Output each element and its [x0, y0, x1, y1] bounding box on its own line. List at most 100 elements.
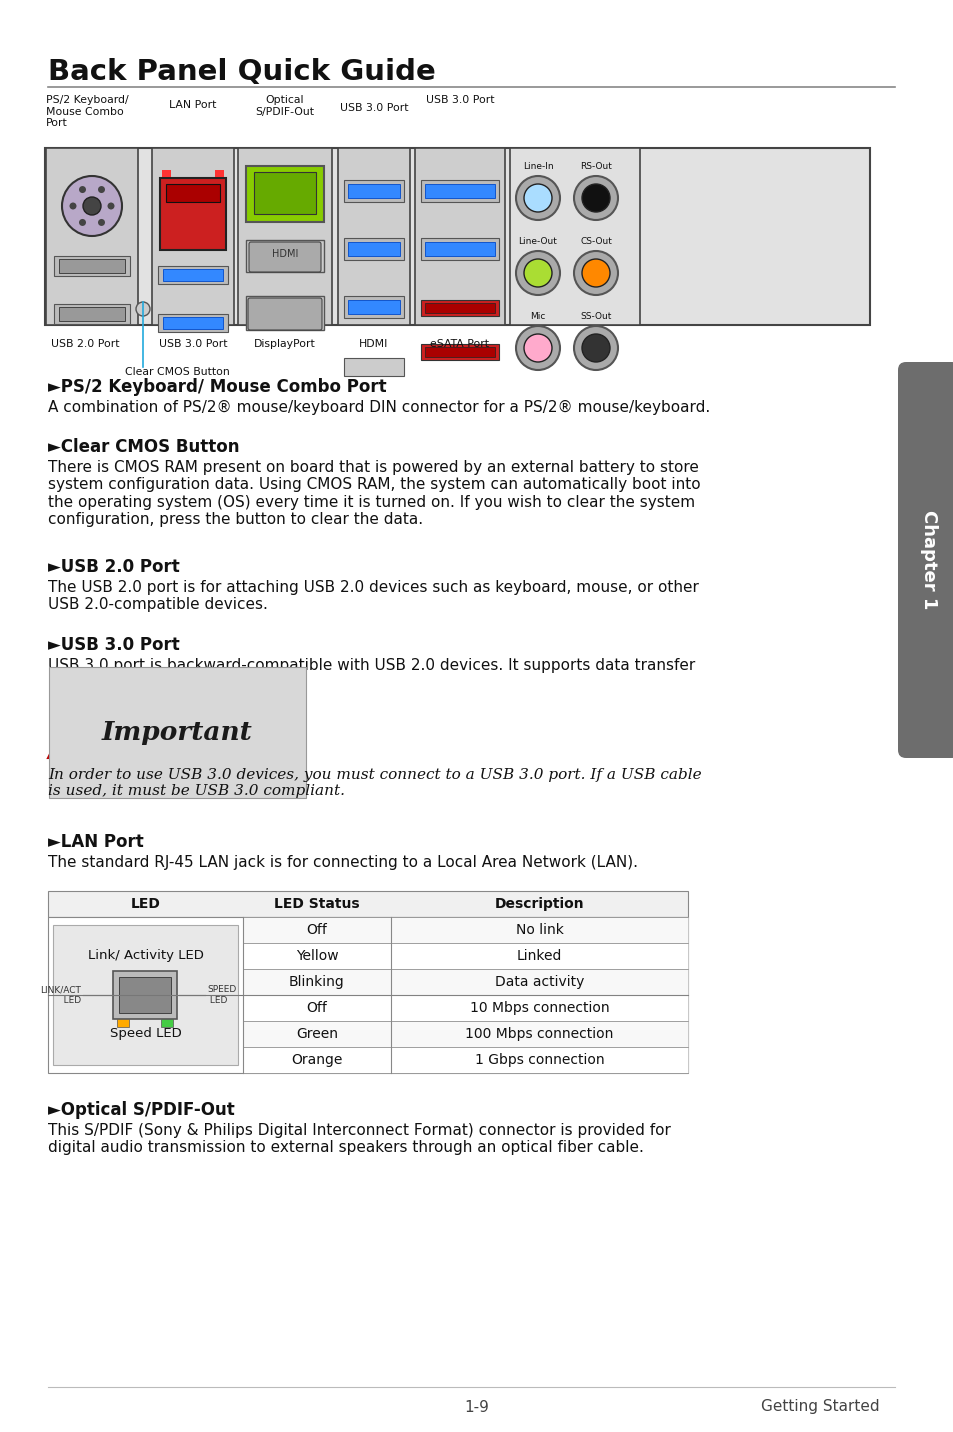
Bar [420, 180, 498, 202]
Bar [420, 238, 498, 261]
Text: CS-Out: CS-Out [579, 238, 611, 246]
Bar [119, 977, 172, 1012]
Bar [158, 266, 228, 284]
Text: Back Panel Quick Guide: Back Panel Quick Guide [48, 59, 436, 86]
Text: 1 Gbps connection: 1 Gbps connection [475, 1053, 603, 1067]
Circle shape [574, 176, 618, 221]
Polygon shape [48, 715, 91, 758]
Bar [243, 916, 687, 944]
Bar [424, 304, 495, 314]
Bar [424, 347, 495, 357]
Bar [344, 358, 403, 377]
Bar [243, 995, 687, 1021]
Bar [59, 306, 125, 321]
Bar [117, 1020, 130, 1027]
Bar [344, 296, 403, 318]
Text: Data activity: Data activity [495, 975, 583, 990]
Text: !: ! [64, 727, 75, 752]
Text: LINK/ACT
   LED: LINK/ACT LED [41, 985, 81, 1005]
Bar [348, 183, 399, 198]
Bar [163, 316, 223, 329]
Text: 1-9: 1-9 [464, 1399, 489, 1415]
Text: This S/PDIF (Sony & Philips Digital Interconnect Format) connector is provided f: This S/PDIF (Sony & Philips Digital Inte… [48, 1123, 670, 1156]
Text: Getting Started: Getting Started [760, 1399, 879, 1415]
Circle shape [516, 176, 559, 221]
Text: ►Optical S/PDIF-Out: ►Optical S/PDIF-Out [48, 1101, 234, 1118]
Text: DisplayPort: DisplayPort [253, 339, 315, 349]
Bar [46, 147, 138, 325]
Bar [424, 242, 495, 256]
Bar [246, 241, 324, 272]
Text: Line-Out: Line-Out [518, 238, 557, 246]
Circle shape [62, 176, 122, 236]
Text: Important: Important [102, 720, 253, 745]
Text: USB 2.0 Port: USB 2.0 Port [51, 339, 119, 349]
Bar [243, 969, 687, 995]
Circle shape [136, 302, 150, 316]
Bar [54, 256, 130, 276]
Circle shape [108, 202, 114, 209]
FancyBboxPatch shape [248, 298, 322, 329]
Bar [162, 170, 171, 178]
Bar [337, 147, 410, 325]
Text: Chapter 1: Chapter 1 [919, 510, 937, 610]
Text: SS-Out: SS-Out [579, 312, 611, 321]
Circle shape [581, 259, 609, 286]
Text: Yellow: Yellow [295, 949, 338, 962]
Text: ►PS/2 Keyboard/ Mouse Combo Port: ►PS/2 Keyboard/ Mouse Combo Port [48, 378, 386, 397]
Circle shape [523, 183, 552, 212]
Text: Linked: Linked [517, 949, 561, 962]
Bar [152, 147, 233, 325]
Text: Mic: Mic [530, 312, 545, 321]
Bar [348, 299, 399, 314]
Bar [45, 147, 869, 325]
Text: USB 3.0 Port: USB 3.0 Port [158, 339, 227, 349]
Bar [161, 1020, 173, 1027]
Bar [214, 170, 224, 178]
Bar [160, 178, 226, 251]
Text: Green: Green [295, 1027, 337, 1041]
Text: HDMI: HDMI [359, 339, 388, 349]
Circle shape [98, 219, 105, 226]
Text: ►Clear CMOS Button: ►Clear CMOS Button [48, 438, 239, 455]
Circle shape [523, 259, 552, 286]
Text: USB 3.0 port is backward-compatible with USB 2.0 devices. It supports data trans: USB 3.0 port is backward-compatible with… [48, 657, 695, 690]
Text: RS-Out: RS-Out [579, 162, 611, 170]
Bar [243, 1021, 687, 1047]
Bar [246, 166, 324, 222]
Text: Link/ Activity LED: Link/ Activity LED [88, 949, 203, 962]
Text: In order to use USB 3.0 devices, you must connect to a USB 3.0 port. If a USB ca: In order to use USB 3.0 devices, you mus… [48, 768, 700, 798]
Circle shape [83, 198, 101, 215]
Text: Clear CMOS Button: Clear CMOS Button [125, 367, 230, 377]
Bar [424, 183, 495, 198]
Circle shape [523, 334, 552, 362]
Bar [48, 916, 687, 1073]
Circle shape [574, 326, 618, 369]
Bar [344, 180, 403, 202]
Text: Optical
S/PDIF-Out: Optical S/PDIF-Out [255, 95, 314, 116]
Text: Description: Description [495, 896, 583, 911]
Text: No link: No link [515, 924, 563, 937]
Bar [163, 269, 223, 281]
Circle shape [516, 326, 559, 369]
Text: LED Status: LED Status [274, 896, 359, 911]
Circle shape [79, 219, 86, 226]
Text: Blinking: Blinking [289, 975, 345, 990]
Bar [59, 259, 125, 274]
Text: eSATA Port: eSATA Port [430, 339, 489, 349]
Text: Off: Off [306, 1001, 327, 1015]
Bar [344, 238, 403, 261]
Text: Off: Off [306, 924, 327, 937]
Bar [237, 147, 332, 325]
Bar [415, 147, 504, 325]
Text: LAN Port: LAN Port [169, 100, 216, 110]
Circle shape [70, 202, 76, 209]
Circle shape [98, 186, 105, 193]
Bar [113, 971, 177, 1020]
Text: 10 Mbps connection: 10 Mbps connection [469, 1001, 609, 1015]
Text: Speed LED: Speed LED [110, 1028, 181, 1041]
Bar [53, 925, 237, 1065]
Text: LED: LED [131, 896, 160, 911]
Text: A combination of PS/2® mouse/keyboard DIN connector for a PS/2® mouse/keyboard.: A combination of PS/2® mouse/keyboard DI… [48, 400, 709, 415]
Bar [420, 299, 498, 316]
